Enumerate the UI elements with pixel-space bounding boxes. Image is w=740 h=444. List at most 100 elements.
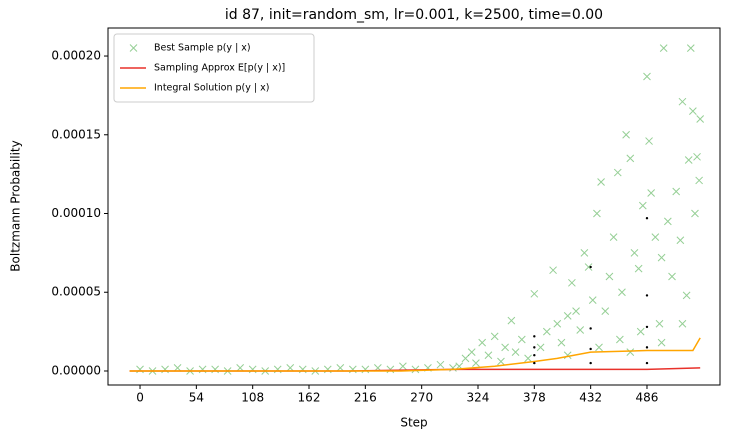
scatter-point bbox=[173, 363, 182, 372]
scatter-point bbox=[663, 217, 672, 226]
legend-box bbox=[113, 33, 315, 103]
x-tick-label: 108 bbox=[241, 391, 264, 405]
scatter-point bbox=[593, 209, 601, 218]
scatter-point bbox=[478, 338, 487, 347]
plot-frame bbox=[107, 27, 721, 386]
chart-title: id 87, init=random_sm, lr=0.001, k=2500,… bbox=[225, 7, 603, 23]
scatter-point bbox=[691, 209, 699, 218]
scatter-point bbox=[595, 343, 603, 352]
scatter-point bbox=[580, 249, 589, 257]
scatter-point bbox=[542, 327, 551, 336]
scatter-point bbox=[634, 264, 643, 273]
scatter-point bbox=[436, 360, 445, 369]
dot bbox=[533, 354, 536, 357]
scatter-point bbox=[211, 365, 219, 374]
scatter-point bbox=[584, 263, 593, 271]
scatter-point bbox=[501, 343, 509, 352]
scatter-point bbox=[399, 362, 407, 371]
scatter-point bbox=[682, 291, 691, 300]
x-tick-label: 162 bbox=[298, 391, 321, 405]
scatter-point bbox=[286, 363, 295, 372]
dot bbox=[645, 294, 649, 297]
scatter-point bbox=[576, 326, 585, 334]
scatter-point bbox=[553, 319, 562, 328]
x-tick-label: 486 bbox=[636, 391, 659, 405]
dot bbox=[533, 346, 536, 349]
scatter-point bbox=[693, 152, 701, 161]
dot bbox=[645, 346, 649, 349]
scatter-point bbox=[568, 278, 576, 287]
scatter-point bbox=[678, 97, 687, 106]
dot bbox=[533, 335, 536, 338]
y-tick-label: 0.00010 bbox=[51, 206, 101, 220]
x-tick-label: 324 bbox=[467, 391, 490, 405]
scatter-point bbox=[557, 338, 566, 347]
legend-label: Best Sample p(y | x) bbox=[154, 43, 251, 54]
legend-label: Sampling Approx E[p(y | x)] bbox=[154, 63, 285, 74]
scatter-point bbox=[386, 365, 395, 374]
x-tick-label: 432 bbox=[579, 391, 602, 405]
legend-label: Integral Solution p(y | x) bbox=[154, 83, 269, 94]
line bbox=[129, 337, 701, 372]
scatter-point bbox=[668, 272, 676, 281]
x-tick-label: 378 bbox=[523, 391, 546, 405]
scatter-point bbox=[517, 335, 526, 344]
scatter-point bbox=[626, 154, 635, 163]
scatter-point bbox=[161, 365, 169, 374]
scatter-point bbox=[536, 343, 545, 352]
scatter-point bbox=[323, 365, 332, 374]
scatter-point bbox=[643, 72, 651, 81]
scatter-point bbox=[563, 312, 572, 320]
scatter-point bbox=[273, 365, 282, 374]
dot bbox=[589, 327, 592, 330]
dot bbox=[645, 217, 649, 220]
y-tick-label: 0.00020 bbox=[51, 49, 101, 63]
scatter-point bbox=[638, 201, 647, 210]
scatter-point bbox=[198, 365, 207, 374]
scatter-point bbox=[524, 354, 532, 363]
scatter-point bbox=[676, 236, 685, 245]
x-axis-label: Step bbox=[400, 416, 427, 430]
scatter-point bbox=[622, 130, 630, 139]
y-axis-label: Boltzmann Probability bbox=[9, 140, 23, 271]
scatter-point bbox=[686, 44, 695, 53]
scatter-point bbox=[549, 266, 557, 275]
scatter-point bbox=[597, 178, 605, 186]
scatter-point bbox=[348, 365, 357, 374]
scatter-point bbox=[672, 187, 681, 196]
scatter-point bbox=[657, 338, 666, 347]
scatter-point bbox=[490, 332, 499, 341]
scatter-point bbox=[605, 272, 614, 281]
x-tick-label: 0 bbox=[136, 391, 144, 405]
scatter-point bbox=[636, 327, 645, 336]
scatter-point bbox=[248, 365, 257, 374]
scatter-point bbox=[696, 115, 705, 123]
scatter-point bbox=[361, 365, 370, 374]
scatter-point bbox=[655, 319, 664, 328]
scatter-point bbox=[236, 363, 245, 372]
scatter-point bbox=[657, 253, 666, 262]
scatter-point bbox=[588, 296, 597, 304]
scatter-point bbox=[659, 44, 668, 53]
scatter-point bbox=[618, 288, 626, 297]
scatter-point bbox=[651, 233, 660, 241]
scatter-point bbox=[647, 189, 656, 197]
scatter-point bbox=[298, 365, 307, 374]
scatter-point bbox=[630, 249, 639, 257]
dot bbox=[645, 325, 649, 329]
scatter-point bbox=[572, 307, 580, 315]
y-tick-label: 0.00015 bbox=[51, 127, 101, 141]
scatter-point bbox=[336, 363, 345, 372]
scatter-point bbox=[511, 348, 520, 356]
scatter-point bbox=[626, 348, 635, 356]
legend: Best Sample p(y | x) Sampling Approx E[p(… bbox=[113, 33, 315, 103]
scatter-point bbox=[645, 137, 653, 145]
scatter-point bbox=[507, 316, 516, 325]
scatter-point bbox=[601, 307, 610, 315]
x-tick-label: 216 bbox=[354, 391, 377, 405]
dot bbox=[589, 361, 592, 365]
scatter-point bbox=[497, 357, 505, 366]
scatter-point bbox=[136, 365, 144, 374]
scatter-point bbox=[472, 359, 480, 367]
